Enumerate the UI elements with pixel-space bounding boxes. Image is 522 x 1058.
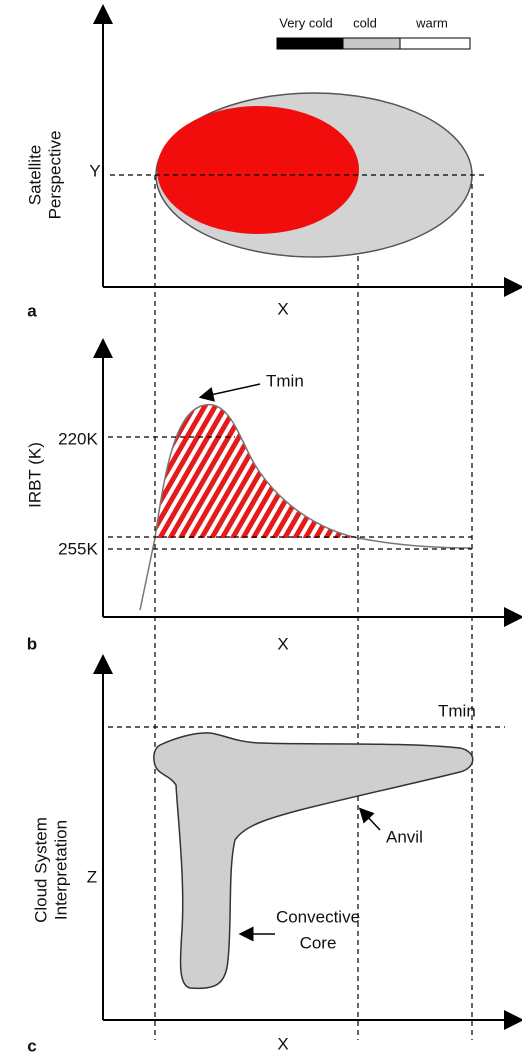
- y-label: Perspective: [45, 131, 64, 220]
- legend-label: Very cold: [279, 15, 332, 30]
- legend-label: warm: [415, 15, 448, 30]
- annotation: Tmin: [266, 371, 304, 390]
- y-label: IRBT (K): [25, 442, 44, 508]
- annotation: Core: [300, 933, 337, 952]
- arrow: [198, 383, 261, 402]
- panel-b: 220K 255K IRBT (K) Tmin X b: [25, 338, 522, 653]
- x-label: X: [277, 1034, 288, 1053]
- legend-swatch: [342, 37, 401, 50]
- annotation: Convective: [276, 907, 360, 926]
- x-label: X: [277, 634, 288, 653]
- annotation: Tmin: [438, 701, 476, 720]
- arrow: [358, 807, 381, 831]
- panel-letter: b: [27, 634, 37, 653]
- axis-mark: Y: [89, 161, 100, 180]
- y-tick-label: 220K: [58, 429, 98, 448]
- legend-swatch: [399, 37, 471, 50]
- y-label: Interpretation: [51, 820, 70, 920]
- cloud-system: [153, 732, 474, 990]
- temperature-curve: [139, 404, 473, 611]
- panel-c: Z Cloud System Interpretation Tmin Anvil…: [27, 654, 522, 1055]
- panel-letter: a: [27, 301, 37, 320]
- x-label: X: [277, 299, 288, 318]
- legend-label: cold: [353, 15, 377, 30]
- y-label: Satellite: [25, 145, 44, 205]
- annotation: Anvil: [386, 827, 423, 846]
- panel-a: Y Satellite Perspective X a: [25, 4, 522, 320]
- legend: Very cold cold warm: [276, 15, 471, 50]
- legend-swatch: [276, 37, 344, 50]
- y-label: Cloud System: [31, 817, 50, 923]
- panel-letter: c: [27, 1036, 36, 1055]
- y-tick-label: 255K: [58, 539, 98, 558]
- cold-area: [155, 404, 358, 538]
- axis-mark: Z: [87, 867, 97, 886]
- very-cold-region: [157, 106, 359, 234]
